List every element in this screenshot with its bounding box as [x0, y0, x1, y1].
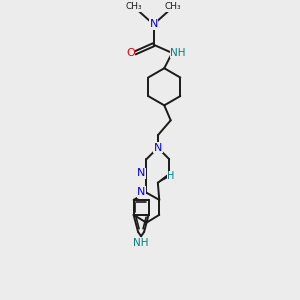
Text: NH: NH: [170, 48, 186, 58]
Text: NH: NH: [133, 238, 149, 248]
Text: N: N: [154, 143, 162, 153]
Text: CH₃: CH₃: [126, 2, 142, 11]
Text: N: N: [137, 169, 146, 178]
Text: H: H: [167, 171, 174, 181]
Text: O: O: [126, 48, 135, 58]
Text: N: N: [149, 20, 158, 29]
Text: N: N: [137, 187, 146, 197]
Text: CH₃: CH₃: [165, 2, 181, 11]
Polygon shape: [158, 175, 167, 183]
